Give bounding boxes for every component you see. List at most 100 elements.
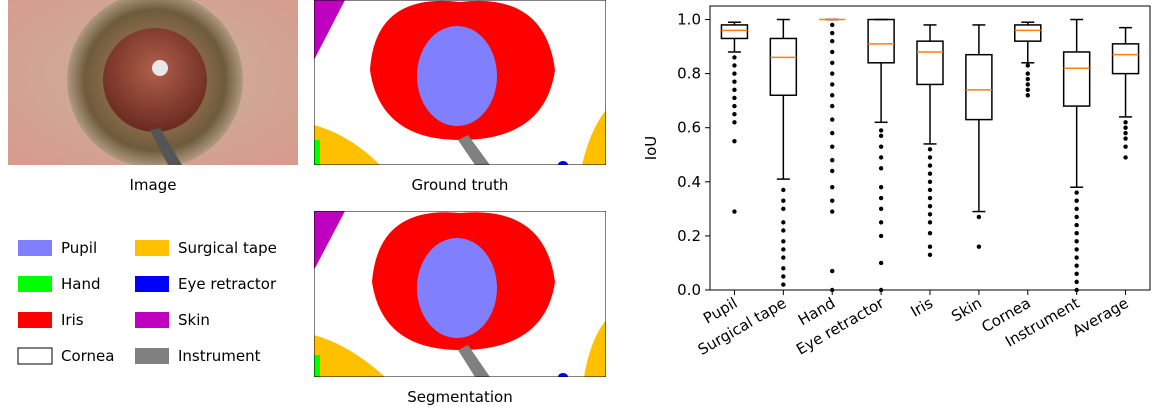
y-tick-label: 0.4 bbox=[677, 173, 701, 191]
outlier bbox=[878, 144, 884, 149]
legend-swatch bbox=[18, 240, 52, 256]
box bbox=[867, 18, 895, 64]
outlier bbox=[878, 260, 884, 266]
outlier bbox=[878, 233, 884, 239]
box bbox=[769, 37, 798, 97]
ground-truth-map bbox=[314, 0, 606, 165]
outlier bbox=[732, 209, 737, 214]
outlier bbox=[830, 130, 835, 136]
outlier bbox=[1025, 82, 1030, 87]
outlier bbox=[1074, 287, 1079, 293]
legend-label: Instrument bbox=[178, 347, 261, 365]
y-tick-label: 1.0 bbox=[677, 11, 701, 29]
box bbox=[965, 53, 993, 121]
outlier bbox=[1074, 190, 1079, 195]
legend-label: Hand bbox=[61, 275, 101, 293]
outlier bbox=[732, 120, 737, 125]
outlier bbox=[927, 187, 933, 193]
outlier bbox=[830, 103, 835, 109]
legend-swatch bbox=[135, 240, 169, 256]
outlier bbox=[878, 206, 884, 212]
outlier bbox=[927, 147, 933, 152]
outlier bbox=[732, 87, 737, 93]
outlier bbox=[1074, 231, 1079, 236]
outlier bbox=[1123, 120, 1128, 125]
outlier bbox=[927, 171, 933, 176]
outlier bbox=[830, 38, 835, 44]
outlier bbox=[927, 212, 933, 217]
legend-label: Surgical tape bbox=[178, 239, 277, 257]
outlier bbox=[878, 166, 884, 171]
legend-swatch bbox=[18, 312, 52, 328]
outlier bbox=[1123, 136, 1128, 141]
outlier bbox=[1025, 71, 1030, 76]
legend: Pupil Hand Iris Cornea Surgical tape Eye retr… bbox=[17, 239, 277, 365]
outlier bbox=[830, 71, 835, 76]
outlier bbox=[1025, 76, 1030, 82]
outlier bbox=[1025, 87, 1030, 93]
outlier bbox=[830, 117, 835, 122]
outlier bbox=[732, 79, 737, 84]
outlier bbox=[927, 155, 933, 160]
legend-swatch bbox=[17, 347, 53, 365]
segmentation-map bbox=[314, 211, 606, 377]
outlier bbox=[927, 231, 933, 236]
legend-label: Eye retractor bbox=[178, 275, 277, 293]
legend-label: Iris bbox=[61, 311, 84, 329]
outlier bbox=[878, 195, 884, 201]
outlier bbox=[927, 163, 933, 168]
outlier bbox=[732, 71, 737, 76]
outlier bbox=[732, 139, 737, 144]
y-tick-label: 0.6 bbox=[677, 119, 701, 137]
y-tick-label: 0.2 bbox=[677, 227, 701, 245]
outlier bbox=[1074, 239, 1079, 244]
outlier bbox=[1025, 63, 1030, 68]
outlier bbox=[830, 82, 835, 87]
outlier bbox=[927, 244, 933, 249]
outlier bbox=[878, 128, 884, 133]
outlier bbox=[830, 157, 835, 163]
outlier bbox=[781, 206, 786, 212]
caption: Segmentation bbox=[407, 388, 512, 406]
y-tick-label: 0.8 bbox=[677, 65, 701, 83]
outlier bbox=[878, 185, 884, 190]
outlier bbox=[976, 244, 982, 249]
legend-label: Skin bbox=[178, 311, 210, 329]
outlier bbox=[927, 252, 933, 258]
outlier bbox=[781, 266, 786, 271]
y-tick-label: 0.0 bbox=[677, 281, 701, 299]
outlier bbox=[732, 111, 737, 117]
outlier bbox=[781, 228, 786, 233]
outlier bbox=[878, 220, 884, 225]
outlier bbox=[732, 55, 737, 60]
outlier bbox=[732, 95, 737, 101]
outlier bbox=[732, 103, 737, 109]
outlier bbox=[1123, 155, 1128, 160]
outlier bbox=[927, 203, 933, 209]
outlier bbox=[830, 60, 835, 65]
outlier bbox=[830, 49, 835, 55]
legend-label: Cornea bbox=[61, 347, 114, 365]
outlier bbox=[781, 247, 786, 252]
outlier bbox=[830, 168, 835, 174]
outlier bbox=[1074, 214, 1079, 220]
outlier bbox=[830, 268, 835, 274]
caption: Image bbox=[130, 176, 177, 194]
outlier bbox=[830, 287, 835, 293]
outlier bbox=[732, 63, 737, 68]
outlier bbox=[1074, 247, 1079, 252]
box bbox=[916, 40, 944, 86]
outlier bbox=[976, 214, 982, 220]
x-tick-label: Iris bbox=[907, 294, 936, 321]
caption: Ground truth bbox=[412, 176, 509, 194]
outlier bbox=[830, 22, 835, 28]
outlier bbox=[1074, 271, 1079, 276]
legend-label: Pupil bbox=[61, 239, 97, 257]
outlier bbox=[781, 220, 786, 225]
outlier bbox=[830, 198, 835, 203]
box bbox=[1111, 43, 1140, 75]
legend-swatch bbox=[135, 312, 169, 328]
outlier bbox=[1074, 255, 1079, 260]
outlier bbox=[927, 179, 933, 185]
